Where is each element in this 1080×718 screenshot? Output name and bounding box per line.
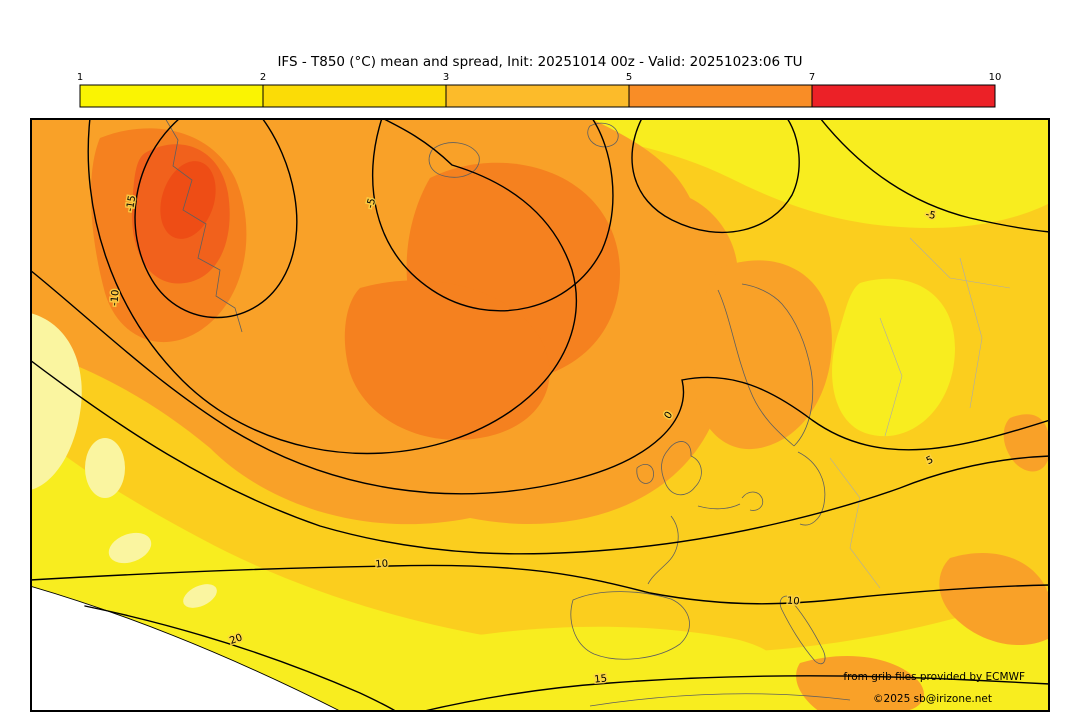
colorbar-ticks: 1 2 3 5 7 10 — [77, 72, 1002, 83]
contour-line-5 — [29, 359, 1051, 555]
colorbar-segment — [262, 84, 447, 108]
contour-label: -15 — [125, 195, 139, 213]
attribution: from grib files provided by ECMWF ©2025 … — [843, 671, 1025, 705]
projection-boundary-arc — [29, 585, 343, 713]
spread-region-orange-scandinavia — [694, 260, 832, 450]
contour-label: 10 — [786, 595, 800, 607]
coastline-greenland — [164, 117, 243, 333]
spread-region-deep-center — [344, 280, 550, 440]
contour-line-20 — [84, 605, 398, 713]
coastline-svalbard — [587, 122, 619, 148]
spread-region-red-core — [160, 161, 216, 239]
contour-line-15 — [419, 675, 1051, 713]
coastline-iceland — [428, 142, 480, 178]
coastlines — [164, 117, 851, 707]
colorbar-tick: 3 — [443, 72, 449, 83]
contour-line-0 — [29, 269, 1051, 495]
border-line — [829, 457, 881, 589]
attribution-source: from grib files provided by ECMWF — [843, 671, 1025, 683]
map-outside-wedge — [30, 586, 342, 712]
colorbar-tick: 7 — [809, 72, 815, 83]
coastline-iberia — [570, 591, 690, 660]
coastline-great-britain — [661, 441, 702, 496]
spread-region-orange-bottom — [796, 655, 924, 712]
colorbar-tick: 2 — [260, 72, 266, 83]
contour-label: -5 — [924, 209, 936, 222]
border-line — [909, 237, 1011, 289]
contour-line-minus15 — [134, 117, 298, 319]
colorbar-segment — [79, 84, 264, 108]
admin-borders — [829, 237, 1011, 589]
spread-region-yellow-baltic — [832, 278, 955, 437]
map-svg: -15 -10 -5 -5 0 5 10 10 15 20 from grib … — [29, 117, 1051, 713]
contour-line-minus5-loop — [372, 117, 614, 312]
colorbar-segment — [628, 84, 813, 108]
contour-line-upper-loop — [631, 117, 800, 233]
contour-line-10 — [29, 564, 1051, 605]
border-line — [959, 257, 983, 409]
mean-contours — [29, 117, 1051, 713]
coastline-north-africa — [589, 693, 851, 707]
spread-region-pale-spot — [85, 438, 125, 498]
coastline-norway — [717, 289, 795, 447]
spread-region-orange-right-low — [939, 552, 1050, 646]
colorbar: 1 2 3 5 7 10 — [77, 72, 1002, 108]
coastline-france — [647, 515, 679, 585]
spread-region-pale-left — [30, 313, 82, 490]
coastline-baltic — [797, 451, 826, 526]
map-panel: -15 -10 -5 -5 0 5 10 10 15 20 from grib … — [29, 117, 1051, 713]
spread-region-pale-spot — [108, 532, 152, 564]
coastline-ireland — [636, 464, 654, 484]
contour-line-minus10 — [87, 117, 577, 455]
coastline-denmark — [741, 491, 764, 511]
spread-region-yellow-bottom — [460, 626, 783, 699]
colorbar-segments — [79, 84, 996, 108]
colorbar-tick: 1 — [77, 72, 83, 83]
colorbar-segment — [445, 84, 630, 108]
contour-label: 10 — [375, 558, 389, 570]
colorbar-segment — [811, 84, 996, 108]
coastline-north-sea — [697, 503, 741, 510]
attribution-copyright: ©2025 sb@irizone.net — [873, 693, 992, 705]
spread-region-pale-spot — [183, 584, 217, 608]
coastline-sweden — [741, 283, 814, 447]
contour-label: -10 — [109, 289, 121, 306]
contour-label: 15 — [594, 673, 608, 685]
contour-line-minus5-ne — [819, 117, 1051, 233]
map-border-frame — [30, 118, 1050, 712]
colorbar-tick: 5 — [626, 72, 632, 83]
border-line — [879, 317, 903, 437]
contour-label: -5 — [365, 197, 378, 209]
chart-title: IFS - T850 (°C) mean and spread, Init: 2… — [277, 54, 803, 70]
colorbar-tick: 10 — [989, 72, 1002, 83]
spread-regions — [29, 118, 1050, 713]
